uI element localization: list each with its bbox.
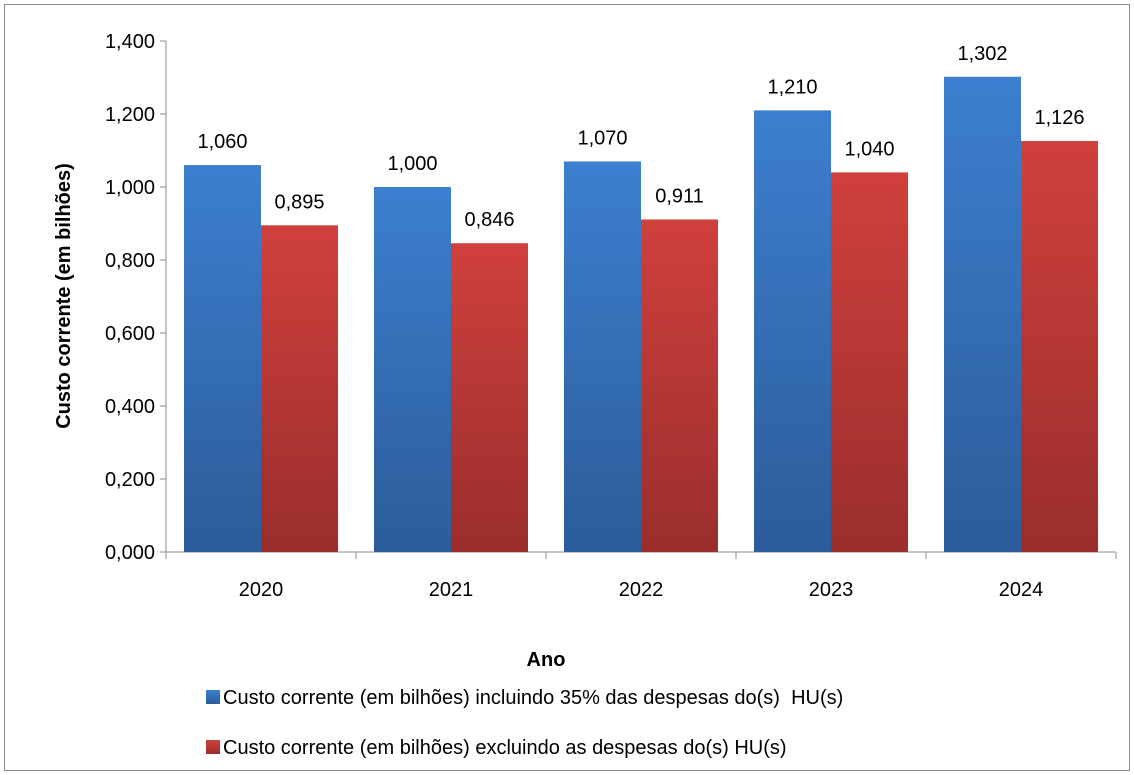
data-label-series-1: 1,302 bbox=[957, 43, 1007, 65]
x-axis: 2020 2021 2022 2023 2024 bbox=[165, 551, 1117, 601]
x-tick-label: 2020 bbox=[239, 579, 284, 601]
data-label-series-2: 0,911 bbox=[655, 185, 704, 207]
bar-series-2 bbox=[261, 225, 338, 552]
y-tick-label: 0,200 bbox=[105, 469, 155, 491]
y-tick-label: 0,000 bbox=[105, 542, 155, 564]
y-tick-label: 1,200 bbox=[105, 104, 155, 126]
data-label-series-1: 1,210 bbox=[767, 76, 817, 98]
legend-swatch-series-2 bbox=[206, 740, 220, 754]
bar-series-1 bbox=[374, 187, 451, 552]
data-label-series-2: 0,895 bbox=[274, 191, 324, 213]
bar-series-2 bbox=[1021, 141, 1098, 552]
y-axis: 0,000 0,200 0,400 0,600 0,800 1,000 1,200 1,400 bbox=[105, 31, 167, 564]
x-tick-label: 2023 bbox=[809, 579, 854, 601]
x-tick-label: 2024 bbox=[999, 579, 1044, 601]
legend-label-series-2: Custo corrente (em bilhões) excluindo as… bbox=[223, 737, 787, 759]
y-axis-title: Custo corrente (em bilhões) bbox=[53, 163, 75, 429]
y-tick-label: 0,400 bbox=[105, 396, 155, 418]
bar-series-2 bbox=[831, 172, 908, 552]
data-label-series-2: 1,040 bbox=[844, 138, 894, 160]
bar-series-2 bbox=[451, 243, 528, 552]
bars bbox=[184, 76, 1098, 553]
data-label-series-2: 1,126 bbox=[1034, 107, 1084, 129]
data-label-series-2: 0,846 bbox=[464, 209, 514, 231]
x-axis-title: Ano bbox=[527, 649, 566, 671]
data-label-series-1: 1,000 bbox=[387, 153, 437, 175]
x-tick-label: 2021 bbox=[429, 579, 474, 601]
y-tick-label: 0,600 bbox=[105, 323, 155, 345]
data-label-series-1: 1,070 bbox=[577, 127, 627, 149]
x-tick-label: 2022 bbox=[619, 579, 664, 601]
y-tick-label: 1,000 bbox=[105, 177, 155, 199]
legend-swatch-series-1 bbox=[206, 690, 220, 704]
legend-label-series-1: Custo corrente (em bilhões) incluindo 35… bbox=[223, 687, 843, 709]
y-tick-label: 1,400 bbox=[105, 31, 155, 53]
legend: Custo corrente (em bilhões) incluindo 35… bbox=[206, 687, 843, 759]
bar-series-2 bbox=[641, 219, 718, 553]
bar-series-1 bbox=[184, 165, 261, 552]
data-labels: 1,060 1,000 1,070 1,210 1,302 0,895 0,846 0,911… bbox=[197, 43, 1084, 231]
y-tick-label: 0,800 bbox=[105, 250, 155, 272]
data-label-series-1: 1,060 bbox=[197, 131, 247, 153]
bar-series-1 bbox=[754, 110, 831, 552]
bar-series-1 bbox=[944, 76, 1021, 553]
bar-series-1 bbox=[564, 161, 641, 552]
